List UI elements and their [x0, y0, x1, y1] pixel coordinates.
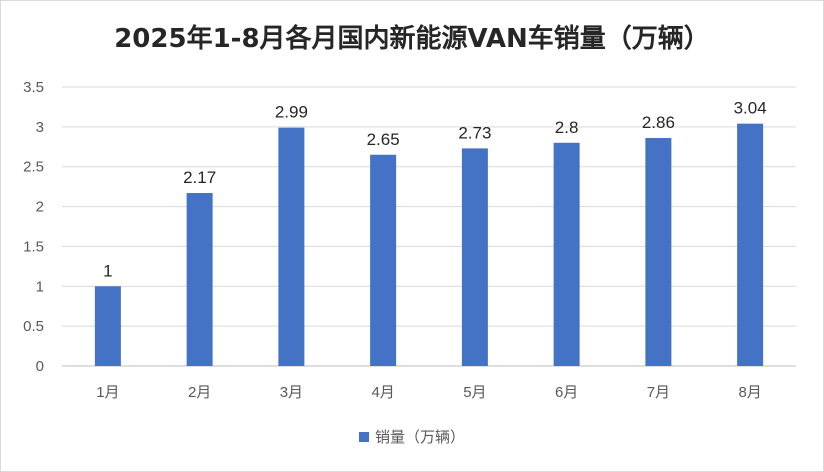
- data-label: 2.86: [642, 113, 675, 132]
- bar: [461, 148, 488, 366]
- data-label: 2.65: [367, 130, 400, 149]
- x-tick-label: 5月: [463, 384, 486, 401]
- data-label: 2.8: [555, 118, 579, 137]
- y-tick-label: 1.5: [23, 238, 44, 255]
- x-tick-label: 7月: [647, 384, 670, 401]
- x-tick-label: 4月: [371, 384, 394, 401]
- bar: [553, 142, 580, 366]
- bar: [94, 286, 121, 366]
- data-label: 3.04: [734, 99, 767, 118]
- bar: [370, 154, 397, 366]
- bar: [186, 193, 213, 366]
- data-label: 2.99: [275, 103, 308, 122]
- y-tick-label: 3: [36, 119, 44, 136]
- y-tick-label: 2.5: [23, 159, 44, 176]
- data-label: 1: [103, 261, 112, 280]
- bar: [737, 123, 764, 366]
- legend-label: 销量（万辆）: [374, 428, 465, 446]
- y-tick-label: 0.5: [23, 318, 44, 335]
- bar: [645, 138, 672, 366]
- chart-title: 2025年1-8月各月国内新能源VAN车销量（万辆）: [114, 24, 710, 54]
- x-tick-label: 2月: [188, 384, 211, 401]
- x-tick-label: 8月: [738, 384, 761, 401]
- x-tick-label: 6月: [555, 384, 578, 401]
- legend: 销量（万辆）: [0, 426, 824, 447]
- x-tick-label: 1月: [96, 384, 119, 401]
- y-tick-label: 3.5: [23, 79, 44, 96]
- y-tick-label: 2: [36, 199, 44, 216]
- y-tick-label: 1: [36, 278, 44, 295]
- data-label: 2.17: [183, 168, 216, 187]
- legend-swatch: [358, 431, 369, 442]
- x-tick-label: 3月: [280, 384, 303, 401]
- y-tick-label: 0: [36, 358, 44, 375]
- data-label: 2.73: [458, 123, 491, 142]
- bar: [278, 127, 305, 366]
